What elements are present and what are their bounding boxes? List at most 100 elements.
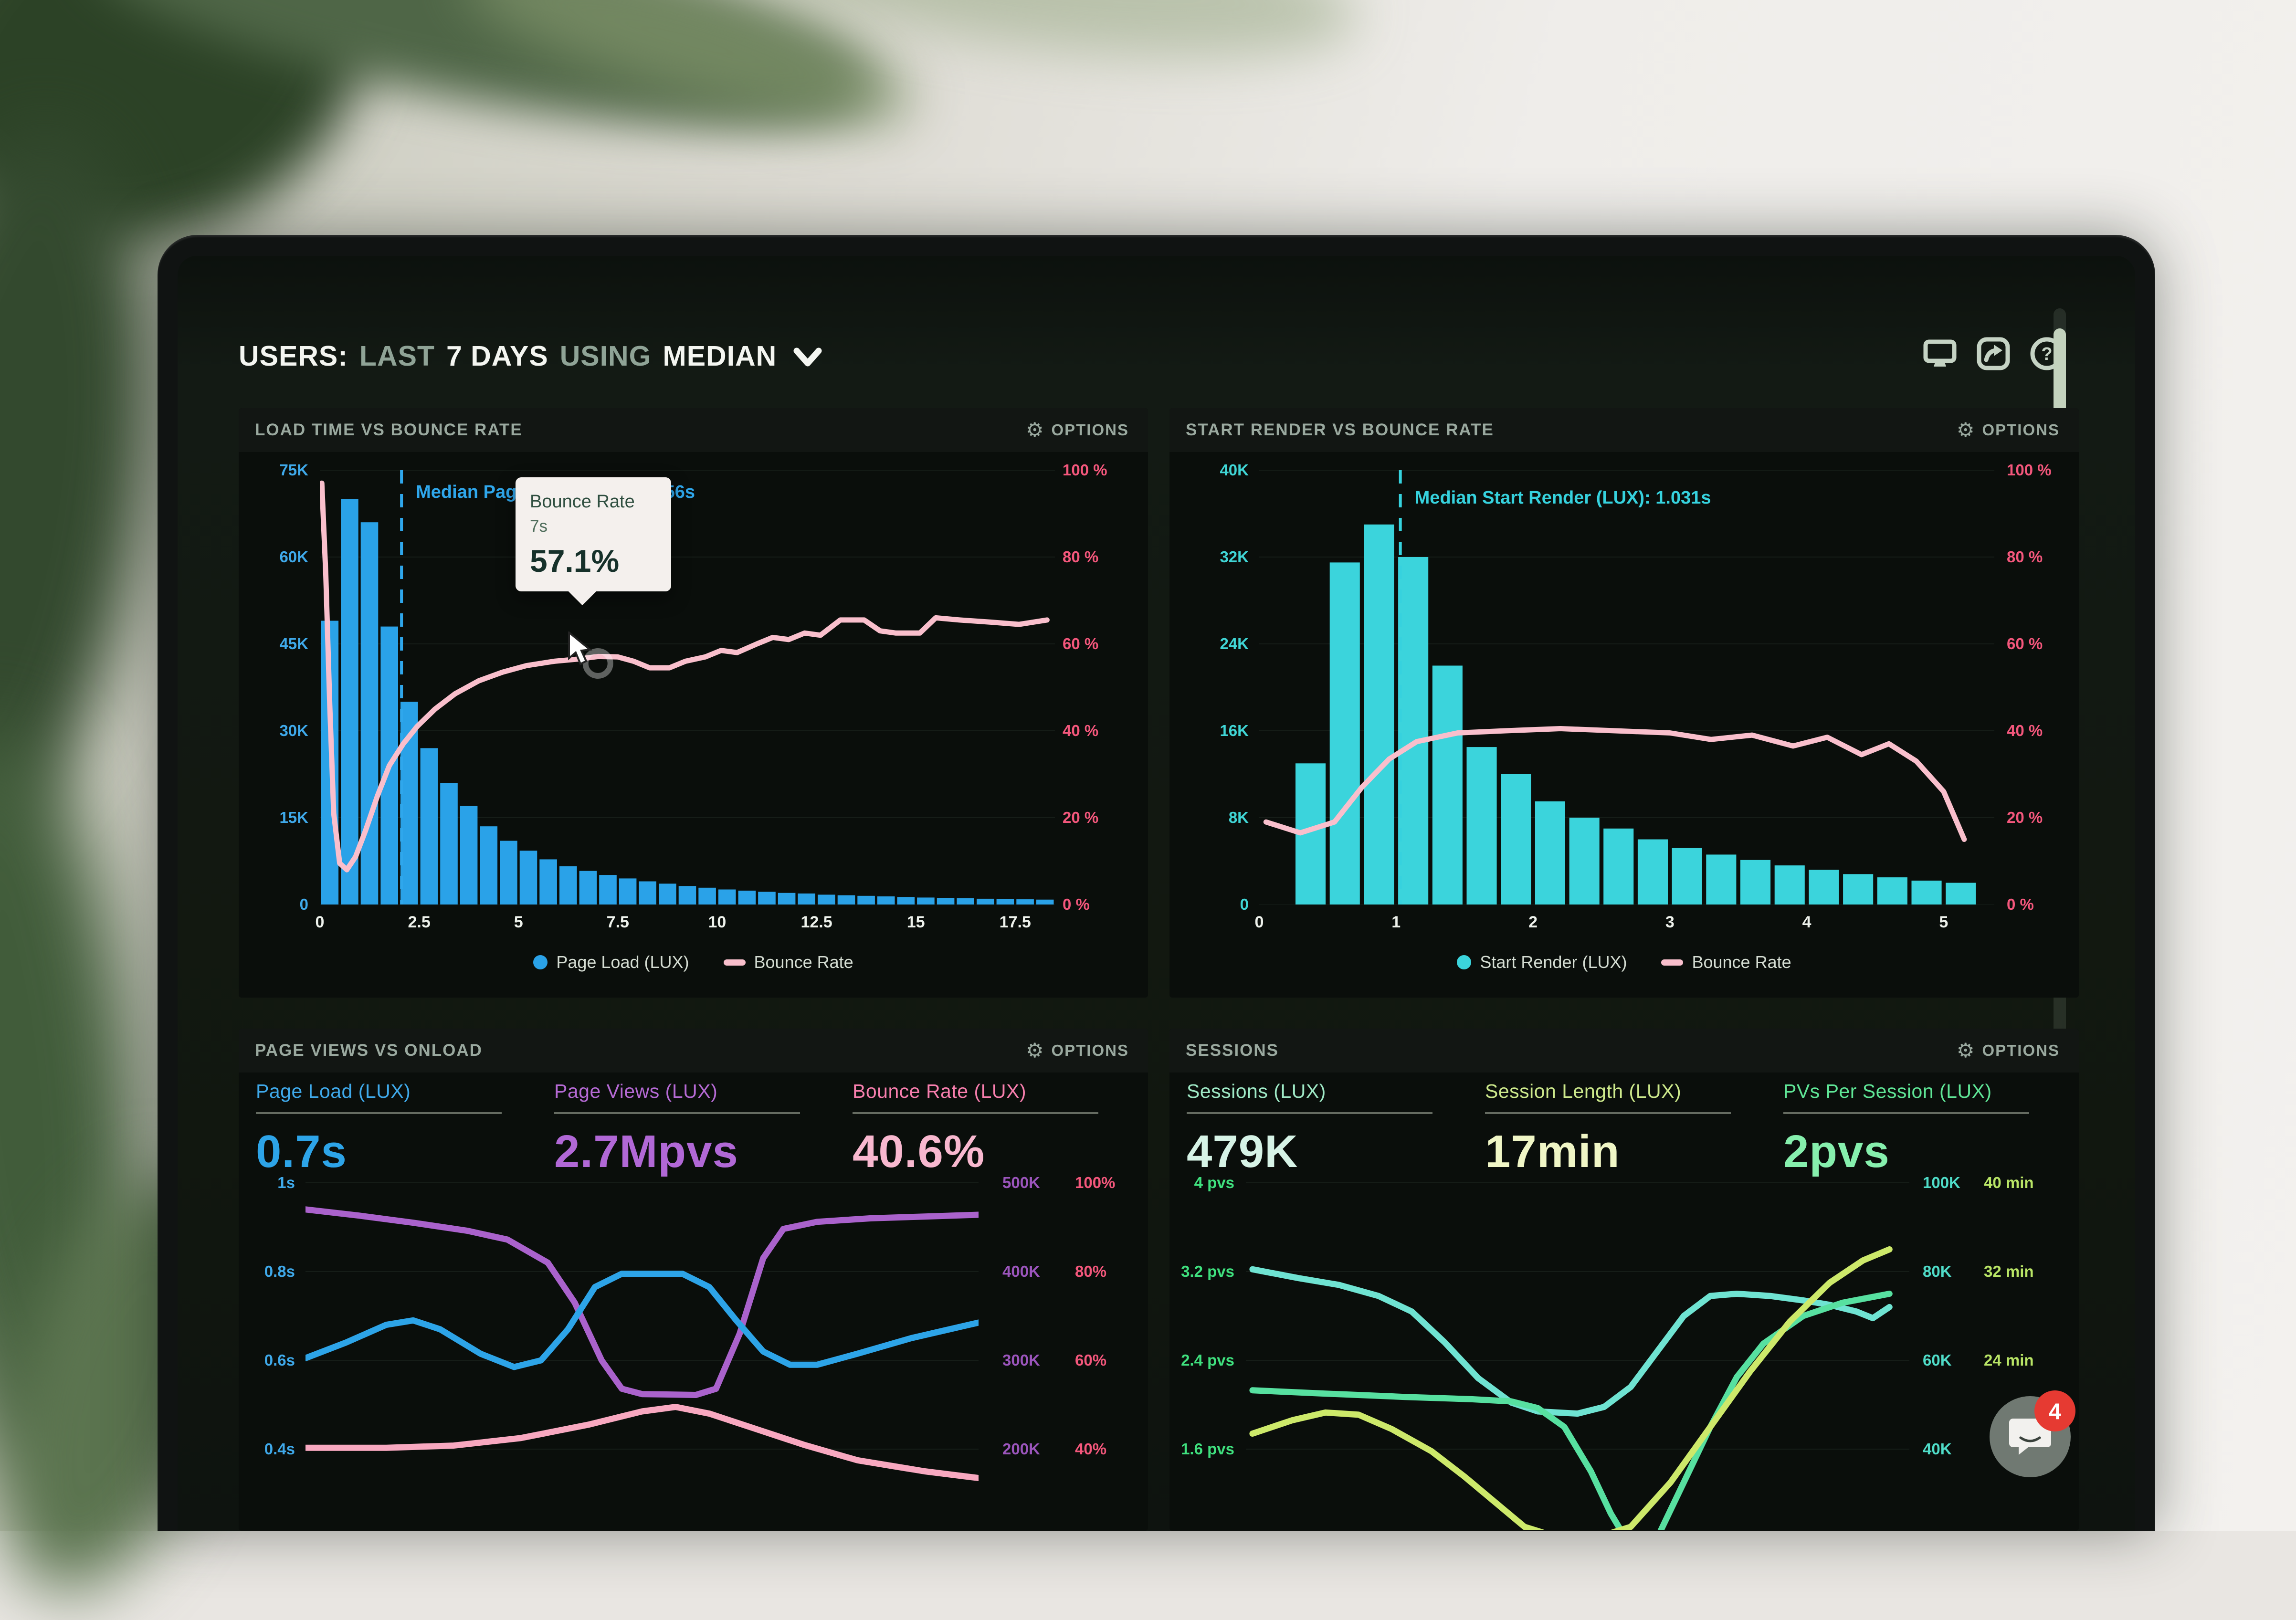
panel-start-render-vs-bounce-rate: START RENDER VS BOUNCE RATE ⚙ OPTIONS 40… <box>1169 408 2079 998</box>
axis-tick: 15K <box>279 809 308 827</box>
axis-tick: 5 <box>1939 913 1948 932</box>
c4-svg <box>1246 1174 1909 1530</box>
metrics-row: Page Load (LUX) 0.7s Page Views (LUX) 2.… <box>256 1080 1120 1178</box>
metric-page-views: Page Views (LUX) 2.7Mpvs <box>554 1080 822 1178</box>
bar <box>440 783 458 905</box>
bar <box>1638 840 1668 905</box>
bar <box>1706 854 1736 905</box>
bar <box>1912 881 1942 905</box>
axis-tick: 20 % <box>1063 809 1098 827</box>
metric-sessions: Sessions (LUX) 479K <box>1187 1080 1454 1178</box>
metric-underline <box>1485 1112 1731 1114</box>
axis-tick: 80 % <box>1063 548 1098 566</box>
bar <box>361 522 379 905</box>
chat-widget-button[interactable]: 4 <box>1990 1396 2071 1477</box>
axis-tick: 45K <box>279 635 308 653</box>
metrics-row: Sessions (LUX) 479K Session Length (LUX)… <box>1187 1080 2051 1178</box>
plot-area[interactable]: Median Start Render (LUX): 1.031s <box>1259 470 1994 905</box>
panel-title: SESSIONS <box>1186 1041 1279 1060</box>
metric-value: 17min <box>1485 1126 1753 1178</box>
axis-tick: 100% <box>1075 1174 1115 1192</box>
axis-tick: 12.5 <box>800 913 832 932</box>
metric-label: Session Length (LUX) <box>1485 1080 1753 1103</box>
mouse-cursor-icon <box>567 631 595 668</box>
share-icon[interactable] <box>1977 337 2010 370</box>
axis-tick: 32K <box>1220 548 1249 566</box>
options-label: OPTIONS <box>1982 421 2060 439</box>
panel-title: PAGE VIEWS VS ONLOAD <box>255 1041 483 1060</box>
bar <box>421 748 438 905</box>
bar <box>460 806 478 905</box>
axis-tick: 100 % <box>2007 461 2052 479</box>
axis-tick: 0 <box>316 913 325 932</box>
axis-tick: 60 % <box>1063 635 1098 653</box>
axis-tick: 80% <box>1075 1262 1106 1281</box>
metric-bounce-rate: Bounce Rate (LUX) 40.6% <box>853 1080 1120 1178</box>
legend-dash-icon <box>724 959 746 966</box>
metric-session-length: Session Length (LUX) 17min <box>1485 1080 1753 1178</box>
axis-tick: 60% <box>1075 1351 1106 1369</box>
legend-dot-icon <box>533 955 548 969</box>
metric-page-load: Page Load (LUX) 0.7s <box>256 1080 524 1178</box>
metric-label: Page Views (LUX) <box>554 1080 822 1103</box>
bar <box>1603 829 1633 905</box>
panel-title: START RENDER VS BOUNCE RATE <box>1186 421 1494 440</box>
axis-tick: 0.4s <box>264 1440 295 1458</box>
axis-tick: 0 <box>1240 895 1249 914</box>
bar <box>619 878 637 905</box>
bar <box>659 884 676 905</box>
axis-tick: 40K <box>1923 1440 1952 1458</box>
chart-page-views-vs-onload: Page Load (LUX) 0.7s Page Views (LUX) 2.… <box>239 1073 1148 1531</box>
axis-tick: 60K <box>279 548 308 566</box>
bar <box>937 898 955 905</box>
axis-tick: 10 <box>708 913 727 932</box>
c3-svg <box>305 1174 979 1530</box>
bar <box>639 882 656 905</box>
axis-tick: 24 min <box>1984 1351 2034 1369</box>
hover-tooltip: Bounce Rate 7s 57.1% <box>516 477 671 591</box>
bar <box>1740 860 1770 905</box>
bar <box>480 826 498 905</box>
axis-tick: 30K <box>279 722 308 740</box>
metric-underline <box>256 1112 502 1114</box>
bar <box>1398 557 1428 905</box>
panel-sessions: SESSIONS ⚙ OPTIONS Sessions (LUX) 479K S… <box>1169 1029 2079 1531</box>
axis-tick: 20 % <box>2007 809 2043 827</box>
metric-label: Page Load (LUX) <box>256 1080 524 1103</box>
gear-icon: ⚙ <box>1026 420 1044 440</box>
options-button[interactable]: ⚙ OPTIONS <box>1023 420 1132 441</box>
axis-tick: 200K <box>1002 1440 1040 1458</box>
bar <box>1535 801 1565 905</box>
plot-area[interactable] <box>305 1174 979 1530</box>
bar <box>977 899 994 905</box>
c1-svg: Median Page Load (LUX): 2.056s <box>320 470 1055 905</box>
metric-underline <box>554 1112 800 1114</box>
display-icon[interactable] <box>1923 337 1957 370</box>
bar <box>957 898 974 905</box>
header-icons: ? <box>1923 337 2064 370</box>
options-button[interactable]: ⚙ OPTIONS <box>1954 420 2063 441</box>
title-median[interactable]: MEDIAN <box>663 340 777 372</box>
bar <box>341 499 358 905</box>
panel-page-views-vs-onload: PAGE VIEWS VS ONLOAD ⚙ OPTIONS Page Load… <box>239 1029 1148 1531</box>
bar <box>559 866 577 905</box>
bar <box>1946 883 1976 905</box>
plot-area[interactable]: Median Page Load (LUX): 2.056s <box>320 470 1055 905</box>
gear-icon: ⚙ <box>1026 1041 1044 1061</box>
bar <box>857 896 875 905</box>
bar <box>1036 900 1054 905</box>
plot-area[interactable] <box>1246 1174 1909 1530</box>
options-button[interactable]: ⚙ OPTIONS <box>1954 1040 2063 1061</box>
axis-tick: 40K <box>1220 461 1249 479</box>
chevron-down-icon[interactable] <box>793 347 822 368</box>
bar <box>917 897 935 905</box>
bar <box>1569 818 1600 905</box>
legend-item: Bounce Rate <box>724 952 853 972</box>
options-button[interactable]: ⚙ OPTIONS <box>1023 1040 1132 1061</box>
title-days: 7 DAYS <box>446 340 548 372</box>
laptop-frame: USERS: LAST 7 DAYS USING MEDIAN ? <box>158 235 2155 1531</box>
